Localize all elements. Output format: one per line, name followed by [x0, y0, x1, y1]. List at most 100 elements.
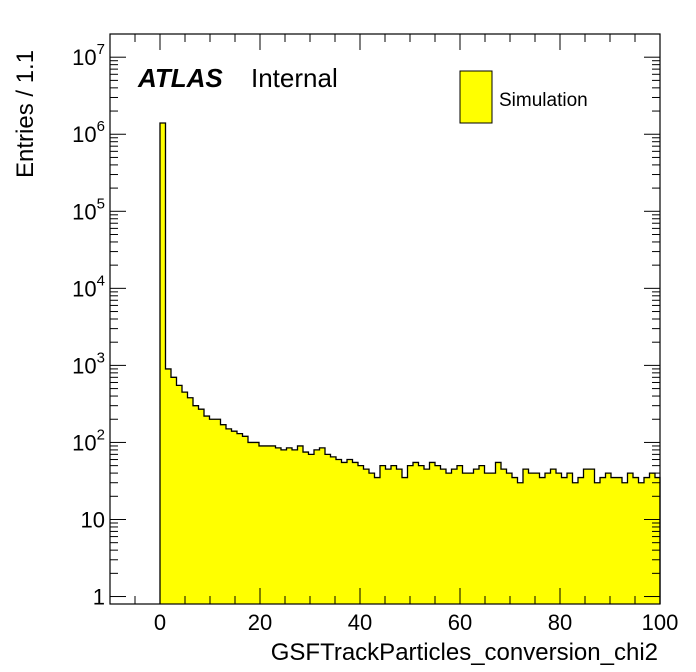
histogram-bar	[237, 433, 243, 604]
histogram-bar	[341, 462, 348, 604]
histogram-bar	[435, 465, 441, 604]
histogram-bar	[407, 465, 414, 604]
histogram-bar	[457, 465, 463, 604]
y-tick-label: 107	[72, 41, 105, 70]
histogram-bar	[589, 469, 595, 604]
internal-label: Internal	[251, 63, 338, 93]
histogram-bar	[220, 424, 227, 604]
legend-label: Simulation	[499, 90, 588, 111]
histogram-bar	[358, 465, 364, 604]
x-tick-label: 80	[548, 610, 572, 635]
histogram-bar	[352, 462, 359, 604]
y-tick-label: 1	[93, 585, 105, 610]
histogram-bar	[281, 449, 287, 604]
histogram-bar	[292, 449, 298, 604]
x-tick-label: 20	[248, 610, 272, 635]
y-tick-label: 103	[72, 349, 105, 378]
histogram-bar	[517, 482, 524, 604]
histogram-bar	[297, 445, 304, 604]
histogram-bar	[578, 477, 584, 604]
histogram-bar	[242, 436, 249, 604]
histogram-bar	[330, 456, 337, 604]
histogram-bar	[605, 473, 612, 604]
histogram-bar	[473, 469, 480, 604]
x-tick-label: 100	[642, 610, 679, 635]
histogram-bar	[198, 409, 205, 604]
axis-ticks	[109, 33, 661, 604]
histogram-bar	[567, 473, 573, 604]
histogram-bar	[561, 477, 568, 604]
histogram-bar	[649, 473, 656, 604]
histogram-bar	[451, 469, 458, 604]
histogram-bar	[638, 482, 645, 604]
histogram-bar	[550, 469, 557, 604]
histogram-bar	[484, 473, 491, 604]
histogram-bar	[259, 445, 265, 604]
histogram-bar	[616, 477, 623, 604]
histogram-bar	[182, 392, 188, 604]
histogram-bar	[523, 469, 529, 604]
histogram-bar	[424, 469, 430, 604]
histogram-bar	[539, 477, 546, 604]
histogram-bar	[600, 477, 606, 604]
y-tick-label: 104	[72, 272, 105, 301]
histogram-bar	[347, 459, 353, 604]
histogram-bar	[512, 477, 518, 604]
histogram-bar	[363, 469, 370, 604]
legend-swatch	[459, 70, 493, 124]
histogram-bar	[380, 465, 386, 604]
histogram-bar	[528, 473, 535, 604]
histogram-bar	[209, 419, 216, 604]
histogram-bar	[556, 473, 562, 604]
histogram-bar	[633, 477, 639, 604]
histogram-bar	[462, 473, 469, 604]
histogram-bar	[248, 442, 254, 604]
histogram-bar	[490, 473, 496, 604]
histogram-outline	[159, 122, 661, 604]
histogram-bar	[314, 449, 320, 604]
histogram-bar	[440, 469, 447, 604]
histogram-bar	[468, 473, 474, 604]
histogram-bar	[402, 477, 408, 604]
x-tick-label: 0	[154, 610, 166, 635]
histogram-bar	[336, 459, 342, 604]
histogram-bar	[176, 385, 183, 604]
histogram-bar	[286, 447, 293, 604]
histogram-bar	[253, 442, 260, 604]
x-axis-title: GSFTrackParticles_conversion_chi2	[271, 639, 658, 666]
histogram-bar	[374, 477, 381, 604]
histogram-bar	[231, 431, 238, 604]
histogram-bar	[396, 469, 403, 604]
x-tick-labels: 0 20 40 60 80 100	[154, 610, 678, 635]
histogram-bar	[319, 447, 326, 604]
histogram-bar	[187, 397, 194, 604]
histogram-bar	[501, 469, 507, 604]
histogram-bar	[495, 462, 502, 604]
histogram-bar	[429, 462, 436, 604]
x-tick-label: 60	[448, 610, 472, 635]
histogram-bar	[160, 122, 166, 605]
histogram-bar	[413, 462, 419, 604]
y-tick-label: 105	[72, 195, 105, 224]
histogram-bar	[446, 473, 452, 604]
histogram-bar	[215, 419, 221, 604]
histogram-bar	[594, 482, 601, 604]
y-tick-label: 102	[72, 426, 105, 455]
histogram-bar	[534, 473, 540, 604]
y-tick-label: 10	[81, 507, 105, 532]
histogram-bar	[655, 477, 661, 604]
y-tick-labels: 1 10 102 103 104 105 106 107	[72, 41, 105, 609]
histogram-bar	[308, 454, 315, 604]
histogram-bar	[369, 473, 375, 604]
histogram-bar	[171, 377, 177, 604]
histogram-bar	[275, 447, 282, 604]
histogram-bar	[622, 482, 628, 604]
x-tick-label: 40	[348, 610, 372, 635]
histogram-bar	[165, 368, 172, 604]
histogram-bar	[264, 445, 271, 604]
histogram-bar	[226, 428, 232, 604]
histogram-bar	[479, 465, 485, 604]
histogram-bar	[385, 469, 392, 604]
histogram-bars	[159, 122, 661, 605]
